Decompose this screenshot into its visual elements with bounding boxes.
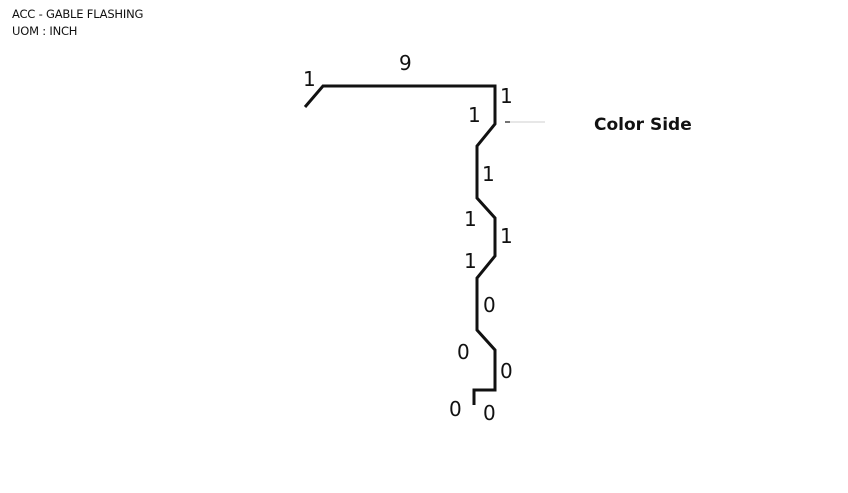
dim-top: 9 (399, 51, 412, 75)
color-side-label: Color Side (594, 115, 692, 135)
dim-jog-right-1: 1 (464, 207, 477, 231)
drawing-header: ACC - GABLE FLASHING UOM : INCH (12, 6, 143, 40)
dim-bottom-return: 0 (483, 401, 496, 425)
dim-jog-left-2: 1 (464, 249, 477, 273)
dim-drop-right: 1 (500, 84, 513, 108)
dim-jog-right-2: 0 (457, 340, 470, 364)
unit-of-measure: UOM : INCH (12, 24, 78, 38)
dim-vert-1: 1 (482, 162, 495, 186)
drawing-title: ACC - GABLE FLASHING (12, 7, 144, 21)
dim-vert-right: 1 (500, 224, 513, 248)
flashing-profile-line (303, 84, 497, 405)
dim-bottom-left: 0 (449, 397, 462, 421)
dim-vert-2: 0 (483, 293, 496, 317)
dim-jog-left: 1 (468, 103, 481, 127)
dim-hook: 1 (303, 67, 316, 91)
dim-vert-right-2: 0 (500, 359, 513, 383)
